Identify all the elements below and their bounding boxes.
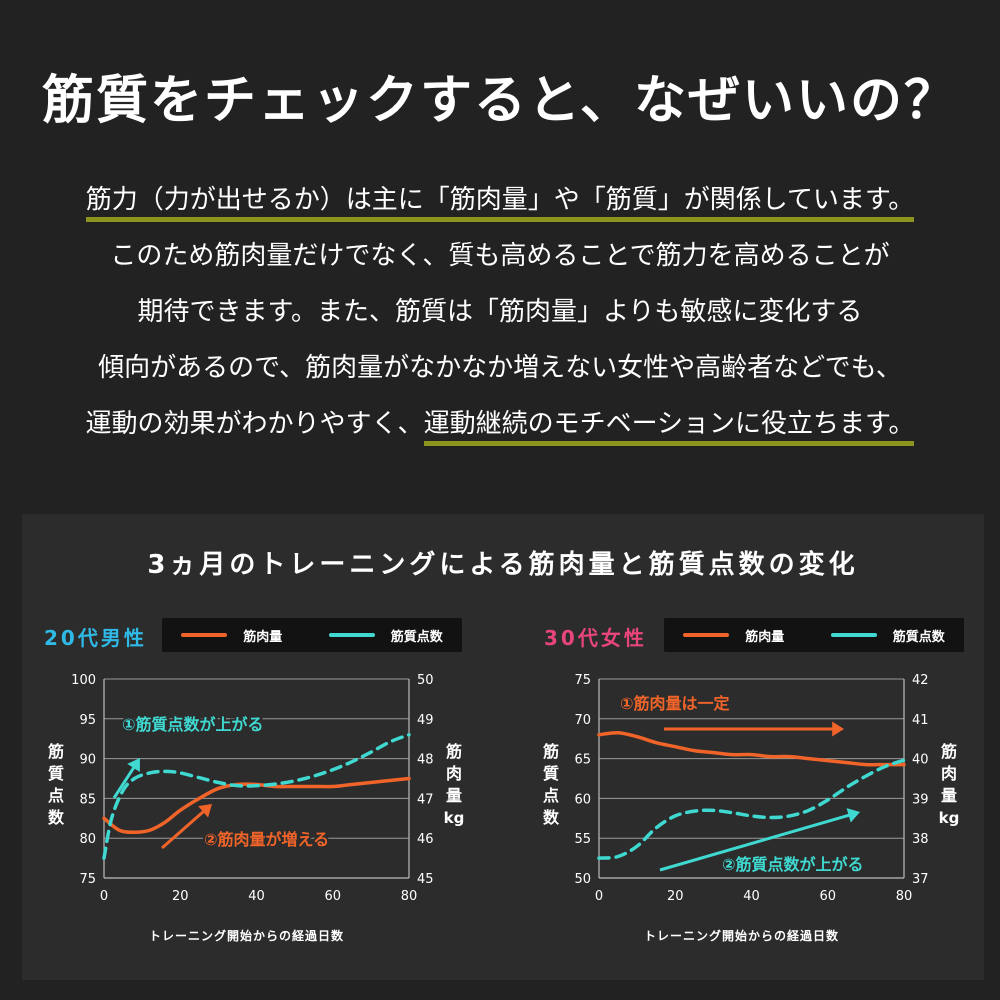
y-left-axis-label-char: 数 (543, 808, 560, 827)
y-right-tick-label: 45 (417, 872, 434, 887)
y-left-axis-label-char: 質 (48, 764, 64, 783)
legend-text-muscle: 筋肉量 (745, 629, 785, 645)
y-left-tick-label: 70 (574, 713, 591, 728)
x-axis-label: トレーニング開始からの経過日数 (644, 928, 839, 943)
series-line-muscle (597, 730, 906, 767)
y-right-tick-label: 41 (912, 713, 929, 728)
y-right-tick-label: 37 (912, 872, 929, 887)
y-right-axis-unit: kg (444, 809, 465, 827)
y-left-tick-label: 95 (79, 713, 96, 728)
y-left-tick-label: 80 (79, 832, 96, 847)
legend-text-quality: 筋質点数 (390, 629, 443, 645)
x-tick-label: 60 (819, 889, 836, 904)
intro-highlight-1: 筋力（力が出せるか）は主に「筋肉量」や「筋質」が関係しています。 (85, 185, 915, 222)
y-right-axis-label-char: 肉 (941, 764, 957, 783)
x-tick-label: 20 (172, 889, 189, 904)
x-axis-label: トレーニング開始からの経過日数 (149, 928, 344, 943)
y-left-tick-label: 60 (574, 792, 591, 807)
y-right-tick-label: 50 (417, 673, 434, 688)
y-left-tick-label: 50 (574, 872, 591, 887)
annotation-text: ②筋質点数が上がる (722, 855, 864, 874)
y-right-tick-label: 39 (912, 792, 929, 807)
y-right-tick-label: 38 (912, 832, 929, 847)
y-left-tick-label: 85 (79, 792, 96, 807)
y-right-tick-label: 40 (912, 753, 929, 768)
legend-swatch-quality (328, 633, 375, 637)
x-tick-label: 20 (667, 889, 684, 904)
x-tick-label: 0 (595, 889, 603, 904)
x-tick-label: 60 (324, 889, 341, 904)
y-right-axis-unit: kg (939, 809, 960, 827)
annotation-arrow-shaft (161, 809, 206, 850)
page-title: 筋質をチェックすると、なぜいいの？ (42, 71, 958, 131)
x-tick-label: 80 (896, 889, 913, 904)
series-line-quality (597, 758, 906, 860)
plot-area (104, 679, 409, 878)
y-left-tick-label: 75 (574, 673, 591, 688)
group-label-male: 20代男性 (44, 626, 147, 650)
intro-line-1: 筋力（力が出せるか）は主に「筋肉量」や「筋質」が関係しています。 (0, 172, 1000, 228)
y-left-axis-label-char: 質 (543, 764, 559, 783)
y-right-tick-label: 46 (417, 832, 434, 847)
legend-swatch-muscle (683, 633, 730, 637)
y-left-tick-label: 65 (574, 753, 591, 768)
annotation-arrowhead (832, 721, 844, 737)
annotation-arrowhead (198, 804, 212, 818)
intro-line-3: 期待できます。また、筋質は「筋肉量」よりも敏感に変化する (137, 297, 863, 327)
series-line-quality (102, 732, 411, 860)
chart-panel: 3ヵ月のトレーニングによる筋肉量と筋質点数の変化 20代男性 筋肉量 筋質点数 … (22, 514, 984, 980)
x-tick-label: 40 (743, 889, 760, 904)
y-left-tick-label: 90 (79, 753, 96, 768)
x-tick-label: 40 (248, 889, 265, 904)
legend-female: 筋肉量 筋質点数 (664, 618, 964, 652)
intro-line-4: 傾向があるので、筋肉量がなかなか増えない女性や高齢者などでも、 (98, 353, 902, 383)
annotation-arrow-shaft (112, 765, 136, 799)
x-tick-label: 80 (401, 889, 418, 904)
legend-item-quality: 筋質点数 (830, 626, 945, 645)
y-right-tick-label: 42 (912, 673, 929, 688)
intro-line-2: このため筋肉量だけでなく、質も高めることで筋力を高めることが (110, 241, 890, 271)
annotation-text: ②筋肉量が増える (204, 830, 329, 849)
y-right-axis-label-char: 筋 (940, 742, 957, 761)
chart-panel-title: 3ヵ月のトレーニングによる筋肉量と筋質点数の変化 (147, 550, 859, 580)
y-left-axis-label-char: 点 (48, 786, 64, 805)
y-left-axis-label-char: 筋 (542, 742, 559, 761)
y-left-tick-label: 75 (79, 872, 96, 887)
y-left-axis-label-char: 点 (543, 786, 559, 805)
legend-item-muscle: 筋肉量 (181, 626, 282, 645)
y-left-tick-label: 55 (574, 832, 591, 847)
y-left-axis-label-char: 数 (48, 808, 65, 827)
y-right-axis-label-char: 量 (446, 786, 462, 805)
legend-item-quality: 筋質点数 (328, 626, 443, 645)
y-left-tick-label: 100 (71, 673, 96, 688)
y-right-tick-label: 49 (417, 713, 434, 728)
legend-text-quality: 筋質点数 (892, 629, 945, 645)
legend-swatch-quality (830, 633, 877, 637)
y-right-tick-label: 47 (417, 792, 434, 807)
y-right-axis-label-char: 量 (941, 786, 957, 805)
annotation-arrowhead (127, 758, 140, 772)
legend-text-muscle: 筋肉量 (243, 629, 283, 645)
y-right-axis-label-char: 肉 (446, 764, 462, 783)
series-line-muscle (102, 776, 411, 834)
annotation-arrow-shaft (659, 813, 851, 872)
legend-male: 筋肉量 筋質点数 (162, 618, 462, 652)
legend-item-muscle: 筋肉量 (683, 626, 784, 645)
legend-swatch-muscle (181, 633, 228, 637)
intro-line-5-pre: 運動の効果がわかりやすく、 (85, 409, 424, 439)
x-tick-label: 0 (100, 889, 108, 904)
intro-line-5: 運動の効果がわかりやすく、運動継続のモチベーションに役立ちます。 (0, 396, 1000, 452)
group-label-female: 30代女性 (544, 626, 647, 650)
intro-highlight-2: 運動継続のモチベーションに役立ちます。 (423, 409, 915, 446)
y-left-axis-label-char: 筋 (47, 742, 64, 761)
y-right-tick-label: 48 (417, 753, 434, 768)
annotation-arrowhead (846, 808, 860, 823)
annotation-text: ①筋質点数が上がる (122, 715, 264, 734)
y-right-axis-label-char: 筋 (445, 742, 462, 761)
intro-text: 筋力（力が出せるか）は主に「筋肉量」や「筋質」が関係しています。 このため筋肉量… (0, 172, 1000, 452)
annotation-text: ①筋肉量は一定 (620, 694, 730, 713)
